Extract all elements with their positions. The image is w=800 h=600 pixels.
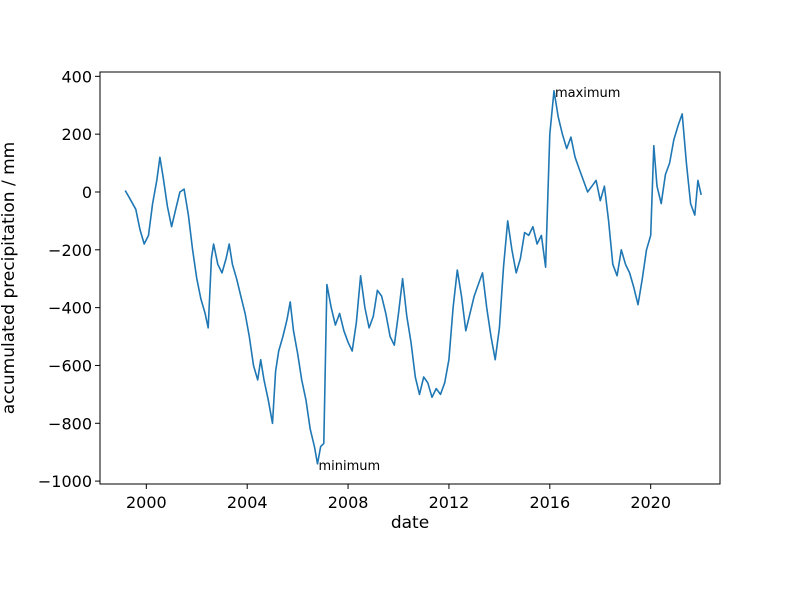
x-tick-label: 2016 [529,493,570,512]
x-tick-label: 2000 [126,493,167,512]
annotation-minimum: minimum [318,459,380,474]
plot-area [99,71,721,485]
annotation-maximum: maximum [555,86,621,101]
y-tick-label: −1000 [38,472,92,491]
x-axis-ticks: 2000 2004 2008 2012 2016 2020 [126,484,671,512]
x-tick-label: 2012 [429,493,470,512]
x-tick-label: 2008 [328,493,369,512]
series-line [124,90,702,465]
y-tick-label: −400 [48,299,92,318]
y-axis-label: accumulated precipitation / mm [0,142,19,414]
y-axis-ticks: 400 200 0 −200 −400 −600 −800 −1000 [38,67,100,491]
y-tick-label: −600 [48,356,92,375]
x-tick-label: 2020 [630,493,671,512]
y-tick-label: −800 [48,414,92,433]
y-tick-label: −200 [48,241,92,260]
x-axis-label: date [391,513,429,533]
x-tick-label: 2004 [227,493,268,512]
y-tick-label: 200 [61,125,92,144]
y-tick-label: 0 [82,183,92,202]
annotations: maximum minimum [318,86,620,474]
y-tick-label: 400 [61,67,92,86]
